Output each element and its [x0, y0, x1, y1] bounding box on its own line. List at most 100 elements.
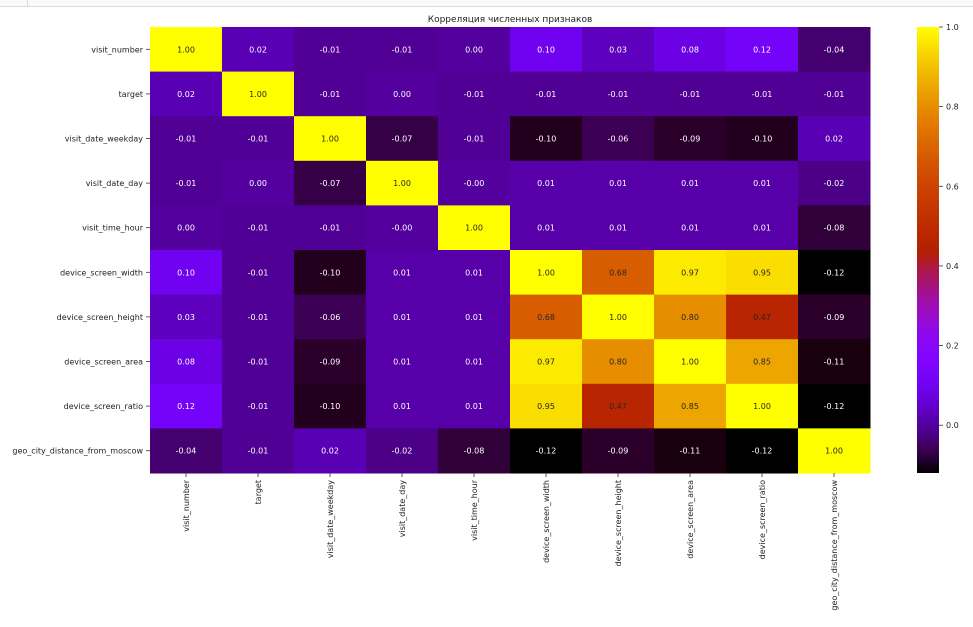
heatmap-cell: [294, 160, 367, 206]
x-axis-labels: visit_number target visit_date_weekday visi…: [182, 473, 839, 611]
colorbar-tick-label: 0.6: [946, 182, 959, 191]
cell-value-label: 0.00: [393, 90, 411, 99]
cell-value-label: -0.01: [248, 447, 269, 456]
cell-value-label: -0.01: [176, 179, 197, 188]
cell-value-label: -0.09: [608, 447, 629, 456]
heatmap-cell: [150, 116, 223, 162]
x-tick-label: visit_date_weekday: [326, 480, 335, 559]
heatmap-cell: [726, 294, 799, 340]
cell-value-label: -0.00: [464, 179, 485, 188]
cell-value-label: 0.01: [393, 313, 411, 322]
cell-value-label: 1.00: [177, 45, 195, 54]
cell-value-label: 0.95: [537, 402, 555, 411]
heatmap-cell: [654, 160, 727, 206]
heatmap-cell: [150, 428, 223, 474]
heatmap-cell: [438, 250, 511, 296]
cell-value-label: 1.00: [393, 179, 411, 188]
heatmap-cell: [438, 339, 511, 385]
heatmap-cell: [654, 250, 727, 296]
cell-value-label: -0.01: [248, 224, 269, 233]
cell-value-label: -0.09: [680, 135, 701, 144]
heatmap-cell: [438, 294, 511, 340]
cell-value-label: -0.06: [320, 313, 341, 322]
y-tick-label: device_screen_height: [57, 313, 143, 322]
heatmap-cell: [798, 71, 871, 117]
cell-value-label: -0.01: [248, 313, 269, 322]
heatmap-cell: [366, 71, 439, 117]
cell-value-label: 0.01: [681, 224, 699, 233]
x-tick-label: visit_time_hour: [470, 479, 479, 541]
heatmap-cell: [222, 428, 295, 474]
cell-value-label: 0.12: [753, 45, 771, 54]
cell-value-label: -0.01: [464, 135, 485, 144]
cell-value-label: 0.01: [393, 358, 411, 367]
cell-value-label: -0.10: [320, 402, 341, 411]
colorbar-tick-label: 1.0: [946, 23, 959, 32]
x-tick-label: device_screen_height: [614, 480, 623, 566]
cell-value-label: -0.12: [824, 268, 845, 277]
y-tick-label: device_screen_width: [60, 268, 143, 277]
heatmap-cell: [510, 428, 583, 474]
cell-value-label: -0.12: [536, 447, 557, 456]
cell-value-label: 0.01: [609, 224, 627, 233]
heatmap-cell: [726, 160, 799, 206]
cell-value-label: -0.01: [320, 45, 341, 54]
cell-value-label: -0.02: [392, 447, 413, 456]
heatmap-cell: [222, 205, 295, 251]
cell-value-label: -0.00: [392, 224, 413, 233]
heatmap-cell: [510, 250, 583, 296]
heatmap-cell: [366, 428, 439, 474]
cell-value-label: -0.01: [248, 402, 269, 411]
cell-value-label: 1.00: [465, 224, 483, 233]
cell-value-label: -0.01: [464, 90, 485, 99]
cell-value-label: 0.01: [465, 313, 483, 322]
cell-value-label: 0.85: [753, 358, 771, 367]
cell-value-label: 0.01: [537, 224, 555, 233]
heatmap-cell: [798, 428, 871, 474]
cell-value-label: 0.08: [177, 358, 195, 367]
heatmap-cell: [798, 160, 871, 206]
x-tick-label: target: [254, 480, 263, 504]
heatmap-cell: [510, 294, 583, 340]
heatmap-cell: [798, 383, 871, 429]
cell-value-label: -0.02: [824, 179, 845, 188]
y-tick-label: visit_time_hour: [82, 224, 144, 233]
heatmap-cell: [654, 116, 727, 162]
heatmap-cell: [510, 160, 583, 206]
heatmap-cell: [438, 116, 511, 162]
cell-value-label: -0.11: [824, 358, 845, 367]
heatmap-cell: [294, 428, 367, 474]
heatmap-cell: [582, 339, 655, 385]
heatmap-cell: [582, 160, 655, 206]
heatmap-cell: [798, 339, 871, 385]
cell-value-label: 1.00: [249, 90, 267, 99]
heatmap-cell: [366, 160, 439, 206]
heatmap-cell: [366, 339, 439, 385]
heatmap-cell: [222, 250, 295, 296]
cell-value-label: -0.08: [824, 224, 845, 233]
heatmap-cell: [510, 339, 583, 385]
cell-value-label: 0.01: [609, 179, 627, 188]
heatmap-cell: [438, 160, 511, 206]
heatmap-cell: [294, 71, 367, 117]
cell-value-label: 0.68: [609, 268, 627, 277]
cell-value-label: -0.07: [392, 135, 413, 144]
cell-value-label: 1.00: [681, 358, 699, 367]
heatmap-cell: [798, 294, 871, 340]
y-tick-label: device_screen_area: [64, 358, 143, 367]
colorbar-tick-label: 0.0: [946, 421, 959, 430]
heatmap-cell: [294, 116, 367, 162]
heatmap-cell: [726, 383, 799, 429]
cell-value-label: 0.00: [177, 224, 195, 233]
colorbar-tick-label: 0.8: [946, 103, 959, 112]
heatmap-cell: [294, 250, 367, 296]
heatmap-cell: [294, 205, 367, 251]
heatmap-cell: [222, 339, 295, 385]
heatmap-cell: [294, 27, 367, 73]
heatmap-cell: [582, 294, 655, 340]
heatmap-cell: [222, 116, 295, 162]
heatmap-cell: [726, 250, 799, 296]
heatmap-cell: [438, 428, 511, 474]
heatmap-cell: [438, 205, 511, 251]
